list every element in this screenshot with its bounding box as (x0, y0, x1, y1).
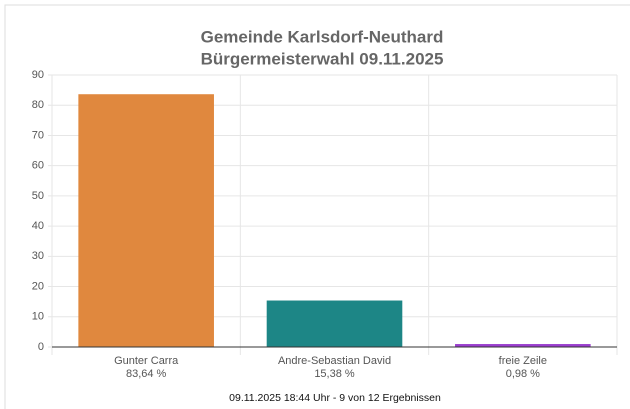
chart-title: Gemeinde Karlsdorf-Neuthard (201, 27, 444, 46)
chart-subtitle: Bürgermeisterwahl 09.11.2025 (201, 49, 444, 68)
y-tick-label: 10 (32, 311, 44, 323)
x-tick-label: Gunter Carra (114, 355, 179, 367)
bar (78, 94, 214, 347)
bar (266, 300, 403, 347)
bar (455, 344, 591, 347)
y-tick-label: 90 (32, 69, 44, 81)
y-tick-label: 60 (32, 160, 44, 172)
value-label: 0,98 % (506, 368, 540, 380)
y-tick-label: 80 (32, 99, 44, 111)
frame (4, 4, 630, 409)
y-tick-label: 20 (32, 280, 44, 292)
y-tick-label: 40 (32, 220, 44, 232)
x-tick-label: Andre-Sebastian David (278, 355, 391, 367)
y-tick-label: 0 (38, 341, 44, 353)
value-label: 83,64 % (126, 368, 167, 380)
x-tick-label: freie Zeile (499, 355, 547, 367)
y-tick-label: 70 (32, 129, 44, 141)
footer: 09.11.2025 18:44 Uhr - 9 von 12 Ergebnis… (229, 392, 441, 404)
y-tick-label: 50 (32, 190, 44, 202)
value-label: 15,38 % (314, 368, 355, 380)
y-tick-label: 30 (32, 250, 44, 262)
